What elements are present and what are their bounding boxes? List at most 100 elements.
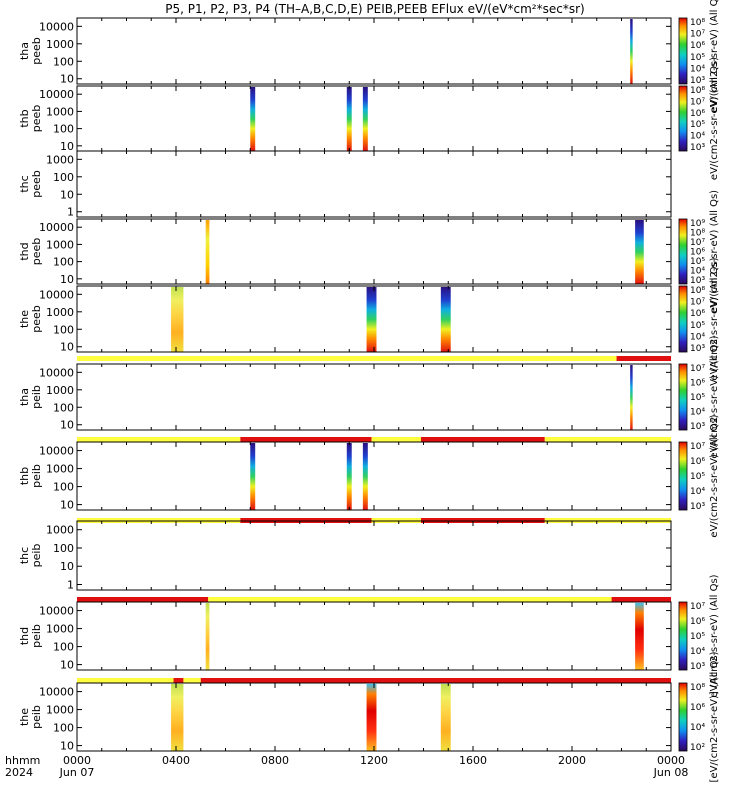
- panel-thb-peib: 10 100 1000 10000 thbpeib 10⁷ 10⁶ 10⁵ 10⁴ 10³ eV/(…: [18, 414, 720, 537]
- mode-bar-segment: [421, 437, 545, 442]
- colorbar-tick-label: 10⁶: [690, 309, 705, 319]
- colorbar: [678, 601, 688, 671]
- y-axis-label-line: peib: [30, 385, 43, 409]
- y-tick-label: 10: [60, 419, 74, 432]
- colorbar-tick-label: 10⁴: [690, 132, 705, 142]
- spectrogram-interval: [205, 603, 210, 670]
- y-axis-label-line: peib: [30, 544, 43, 568]
- chart-title: P5, P1, P2, P3, P4 (TH–A,B,C,D,E) PEIB,P…: [165, 2, 584, 16]
- y-tick-label: 10: [60, 188, 74, 201]
- colorbar-tick-label: 10⁵: [690, 257, 705, 267]
- colorbar-title: eV/(cm2-s-sr-eV) (All Qs): [709, 257, 720, 380]
- mode-bar-segment: [77, 356, 617, 361]
- spectrogram-interval: [346, 443, 352, 510]
- y-tick-label: 100: [53, 542, 74, 555]
- y-axis-label: thcpeib: [18, 544, 43, 568]
- y-tick-label: 1000: [46, 105, 74, 118]
- colorbar-tick-label: 10⁷: [690, 30, 705, 40]
- x-tick-label: 1200: [360, 754, 388, 767]
- x-tick-label: 2000: [558, 754, 586, 767]
- y-tick-label: 10: [60, 73, 74, 86]
- colorbar: [678, 682, 688, 752]
- colorbar: [678, 285, 688, 353]
- y-tick-label: 10000: [39, 445, 74, 458]
- y-axis-label: thdpeib: [18, 624, 43, 648]
- y-tick-label: 1: [67, 579, 74, 592]
- colorbar-tick-label: 10⁴: [690, 408, 705, 418]
- colorbar-tick-label: 10⁶: [690, 703, 705, 713]
- y-axis-label-line: tha: [18, 388, 31, 406]
- spectrogram-interval: [630, 19, 633, 84]
- spectrogram-interval: [440, 684, 451, 751]
- colorbar: [678, 85, 688, 152]
- y-tick-label: 10: [60, 560, 74, 573]
- colorbar-tick-label: 10⁸: [690, 86, 705, 96]
- colorbar-tick-label: 10⁴: [690, 487, 705, 497]
- spectrogram-interval: [362, 443, 368, 510]
- y-tick-label: 1000: [46, 463, 74, 476]
- colorbar-tick-label: 10⁸: [690, 286, 705, 296]
- colorbar-tick-label: 10⁴: [690, 647, 705, 657]
- y-tick-label: 1000: [46, 153, 74, 166]
- panel-frame: [76, 17, 672, 85]
- x-tick-label: 0800: [261, 754, 289, 767]
- spectrogram-interval: [205, 220, 210, 284]
- mode-bar-segment: [183, 678, 201, 683]
- mode-bar-segment: [173, 678, 184, 683]
- y-tick-label: 100: [53, 256, 74, 269]
- y-tick-label: 100: [53, 481, 74, 494]
- y-tick-label: 1000: [46, 38, 74, 51]
- x-tick-sublabel: Jun 08: [653, 766, 689, 779]
- y-axis-label-line: peib: [30, 705, 43, 729]
- y-tick-label: 100: [53, 55, 74, 68]
- x-axis-year-label: 2024: [5, 766, 33, 779]
- colorbar-tick-label: 10⁷: [690, 238, 705, 248]
- y-tick-label: 10: [60, 341, 74, 354]
- colorbar-tick-label: 10⁵: [690, 120, 705, 130]
- y-axis-label: thepeeb: [18, 305, 43, 333]
- x-tick-label: 0000: [63, 754, 91, 767]
- colorbar: [678, 363, 688, 431]
- y-tick-label: 1000: [46, 704, 74, 717]
- colorbar: [678, 441, 688, 511]
- panel-frame: [76, 441, 672, 511]
- mode-bar-segment: [611, 597, 671, 602]
- y-axis-label-line: thd: [18, 627, 31, 645]
- y-axis-label: thdpeeb: [18, 238, 43, 266]
- colorbar-tick-label: 10⁴: [690, 332, 705, 342]
- y-axis-label-line: thb: [18, 467, 31, 485]
- panel-frame: [76, 520, 672, 591]
- spectrogram-interval: [346, 87, 352, 151]
- y-tick-label: 10: [60, 659, 74, 672]
- x-tick-label: 0400: [162, 754, 190, 767]
- y-axis-label-line: thc: [18, 175, 31, 192]
- y-axis-label-line: peeb: [30, 238, 43, 266]
- spectrogram-interval: [440, 287, 451, 352]
- colorbar-tick-label: 10⁵: [690, 321, 705, 331]
- y-axis-label: thbpeib: [18, 464, 43, 488]
- y-tick-label: 100: [53, 401, 74, 414]
- y-tick-label: 10: [60, 140, 74, 153]
- colorbar: [678, 17, 688, 85]
- y-tick-label: 10: [60, 273, 74, 286]
- y-tick-label: 100: [53, 123, 74, 136]
- colorbar-title: [eV/(cm2-s-sr-eV)] (All Qs): [709, 651, 720, 782]
- x-tick-label: 0000: [657, 754, 685, 767]
- x-tick-label: 1600: [459, 754, 487, 767]
- x-tick-sublabel: Jun 07: [59, 766, 95, 779]
- panel-thd-peeb: 10100100010000thdpeeb10⁹10⁸10⁷10⁶10⁵10⁴1…: [18, 190, 720, 313]
- y-tick-label: 1000: [46, 306, 74, 319]
- y-axis-label-line: the: [18, 708, 31, 726]
- panel-frame: [76, 150, 672, 218]
- colorbar-tick-label: 10⁷: [690, 442, 705, 452]
- y-tick-label: 100: [53, 722, 74, 735]
- y-axis-label-line: peeb: [30, 37, 43, 65]
- y-axis-label-line: peeb: [30, 105, 43, 133]
- y-axis-label: thepeib: [18, 705, 43, 729]
- y-axis-label-line: thc: [18, 547, 31, 564]
- colorbar-tick-label: 10³: [690, 422, 705, 432]
- y-axis-label: thapeeb: [18, 37, 43, 65]
